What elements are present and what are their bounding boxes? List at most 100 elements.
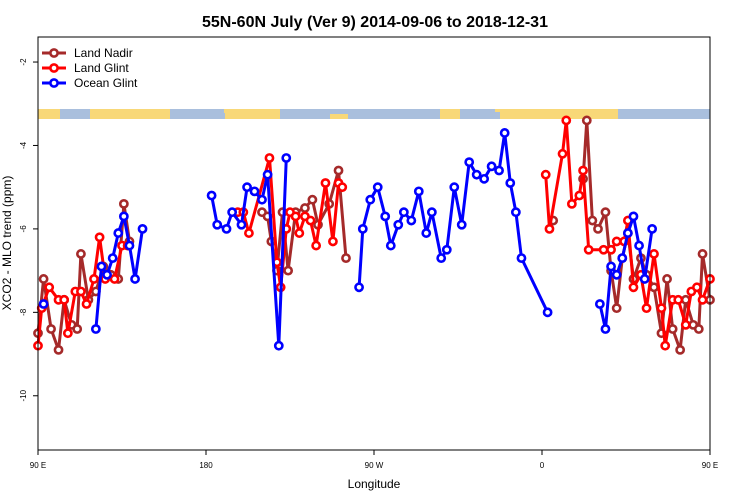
y-tick-label: -2	[19, 58, 28, 66]
data-point	[236, 219, 247, 230]
data-point	[59, 294, 70, 305]
data-point	[118, 198, 129, 209]
data-point	[244, 228, 254, 238]
data-point	[581, 115, 592, 126]
data-point	[118, 211, 129, 222]
data-point	[72, 324, 83, 334]
x-tick-label: 90 E	[702, 461, 718, 470]
data-point	[486, 161, 497, 172]
data-point	[675, 344, 686, 355]
map-strip-ocean	[170, 109, 225, 119]
data-point	[333, 165, 344, 176]
map-strip-land	[495, 109, 535, 112]
data-point	[109, 274, 120, 284]
data-point	[38, 274, 49, 284]
data-point	[660, 340, 671, 351]
series-land-glint	[33, 115, 715, 351]
data-point	[449, 182, 460, 193]
data-point	[667, 324, 678, 334]
data-point	[693, 324, 704, 334]
data-point	[307, 194, 318, 205]
y-axis-label: XCO2 - MLO trend (ppm)	[0, 176, 14, 311]
data-point	[600, 207, 611, 218]
data-point	[130, 274, 140, 284]
data-point	[600, 324, 611, 334]
x-axis-label: Longitude	[348, 477, 401, 491]
data-point	[628, 211, 639, 222]
data-point	[249, 186, 260, 197]
data-point	[617, 253, 628, 264]
data-point	[365, 194, 376, 205]
x-tick-label: 90 W	[365, 461, 384, 470]
x-tick-label: 90 E	[30, 461, 46, 470]
series-ocean-glint	[38, 128, 658, 351]
map-strip-ocean	[460, 109, 500, 119]
map-strip-land	[224, 109, 254, 113]
data-point	[212, 219, 223, 230]
data-point	[479, 173, 490, 184]
data-point	[606, 244, 616, 255]
data-point	[594, 299, 605, 309]
data-point	[634, 240, 644, 251]
data-point	[622, 228, 633, 238]
y-tick-label: -10	[19, 389, 28, 401]
data-point	[354, 282, 364, 293]
data-point	[76, 249, 86, 259]
data-point	[566, 198, 577, 209]
data-point	[96, 261, 107, 272]
data-point	[421, 228, 432, 238]
legend-label: Land Nadir	[74, 46, 133, 60]
data-point	[494, 165, 504, 176]
series-line	[598, 214, 654, 331]
data-point	[505, 178, 516, 188]
map-strip-ocean	[690, 109, 710, 119]
data-point	[540, 169, 551, 180]
data-point	[406, 215, 417, 226]
data-point	[137, 223, 148, 234]
data-point	[436, 253, 447, 264]
data-point	[300, 203, 310, 213]
data-point	[426, 207, 437, 218]
data-point	[380, 211, 391, 222]
data-point	[649, 282, 659, 293]
data-point	[456, 219, 467, 230]
x-tick-label: 0	[540, 461, 545, 470]
y-tick-label: -6	[19, 225, 28, 233]
data-point	[305, 215, 316, 226]
data-point	[587, 215, 598, 226]
data-point	[357, 223, 368, 234]
data-point	[38, 299, 49, 309]
data-point	[499, 128, 510, 138]
data-point	[574, 190, 585, 201]
data-point	[264, 153, 275, 163]
data-point	[44, 282, 55, 293]
map-strip-ocean	[280, 109, 440, 119]
data-point	[281, 153, 292, 163]
y-tick-label: -8	[19, 308, 28, 316]
legend-swatch-marker	[49, 48, 59, 58]
data-point	[680, 319, 691, 330]
data-point	[557, 148, 568, 159]
map-strip-ocean	[618, 109, 646, 119]
data-point	[257, 194, 267, 205]
data-point	[81, 299, 92, 309]
data-point	[441, 244, 452, 255]
data-point	[372, 182, 383, 193]
data-point	[62, 328, 73, 339]
data-point	[398, 207, 409, 218]
data-point	[328, 236, 338, 247]
data-point	[510, 207, 521, 218]
data-point	[593, 223, 603, 234]
y-axis: -2 -4 -6 -8 -10	[19, 58, 38, 402]
series-land-nadir	[33, 115, 715, 355]
data-point	[227, 207, 238, 218]
data-point	[471, 169, 482, 180]
data-point	[673, 294, 684, 305]
data-point	[385, 240, 396, 251]
data-point	[647, 223, 658, 234]
data-point	[578, 165, 588, 176]
data-point	[662, 274, 672, 284]
map-strip-ocean	[640, 109, 700, 119]
